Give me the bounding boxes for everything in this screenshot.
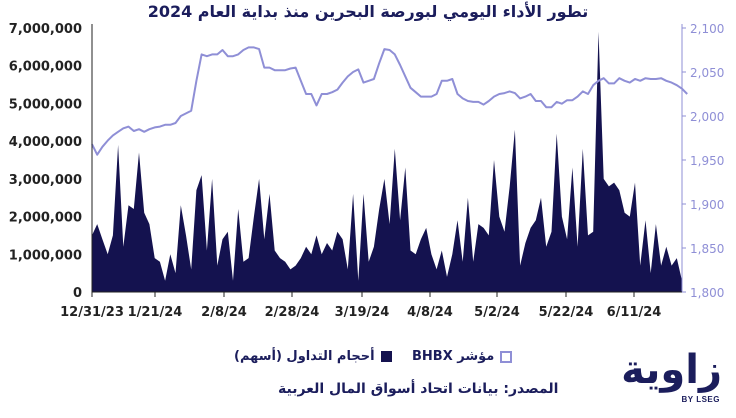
index-line-series [91, 46, 688, 156]
y-right-tick-label: 1,800 [690, 286, 724, 300]
legend-volume-label: أحجام التداول (أسهم) [234, 349, 375, 364]
volume-area-series [92, 31, 682, 293]
x-tick-label: 5/2/24 [474, 305, 520, 320]
chart-title: تطور الأداء اليومي لبورصة البحرين منذ بد… [147, 2, 589, 21]
x-tick-label: 1/21/24 [128, 305, 183, 320]
y-right-tick-label: 1,950 [690, 154, 724, 168]
y-right-tick-label: 2,000 [690, 110, 724, 124]
x-tick-label: 4/8/24 [407, 305, 453, 320]
x-tick-label: 2/28/24 [265, 305, 320, 320]
y-right-tick-label: 2,100 [690, 22, 724, 36]
zawya-logo: زاوية BY LSEG [621, 348, 722, 410]
x-tick-label: 6/11/24 [607, 305, 662, 320]
y-right-tick-label: 1,900 [690, 198, 724, 212]
x-tick-label: 12/31/23 [60, 305, 124, 320]
x-tick-label: 2/8/24 [201, 305, 247, 320]
y-left-tick-label: 4,000,000 [9, 135, 82, 150]
legend-volume: أحجام التداول (أسهم) [234, 349, 392, 364]
y-left-tick-label: 1,000,000 [9, 248, 82, 263]
y-right-tick-label: 2,050 [690, 66, 724, 80]
source-note: المصدر: بيانات اتحاد أسواق المال العربية [278, 381, 559, 397]
legend-index: مؤشر BHBX [412, 349, 513, 364]
legend-index-label: مؤشر BHBX [412, 349, 495, 364]
legend-volume-swatch [380, 351, 392, 362]
zawya-logo-word: زاوية [621, 347, 722, 393]
y-left-tick-label: 2,000,000 [9, 211, 82, 226]
legend-index-swatch [500, 350, 513, 363]
x-tick-label: 3/19/24 [335, 305, 390, 320]
y-left-tick-label: 7,000,000 [9, 22, 82, 37]
y-left-tick-label: 0 [73, 286, 82, 301]
chart-area: 0 1,000,000 2,000,000 3,000,000 4,000,000 5,0… [9, 22, 725, 320]
y-right-tick-label: 1,850 [690, 242, 724, 256]
y-left-tick-label: 3,000,000 [9, 173, 82, 188]
y-left-tick-label: 5,000,000 [9, 97, 82, 112]
zawya-logo-tag: BY LSEG [681, 395, 720, 404]
x-tick-label: 5/22/24 [539, 305, 594, 320]
y-left-tick-label: 6,000,000 [9, 60, 82, 75]
